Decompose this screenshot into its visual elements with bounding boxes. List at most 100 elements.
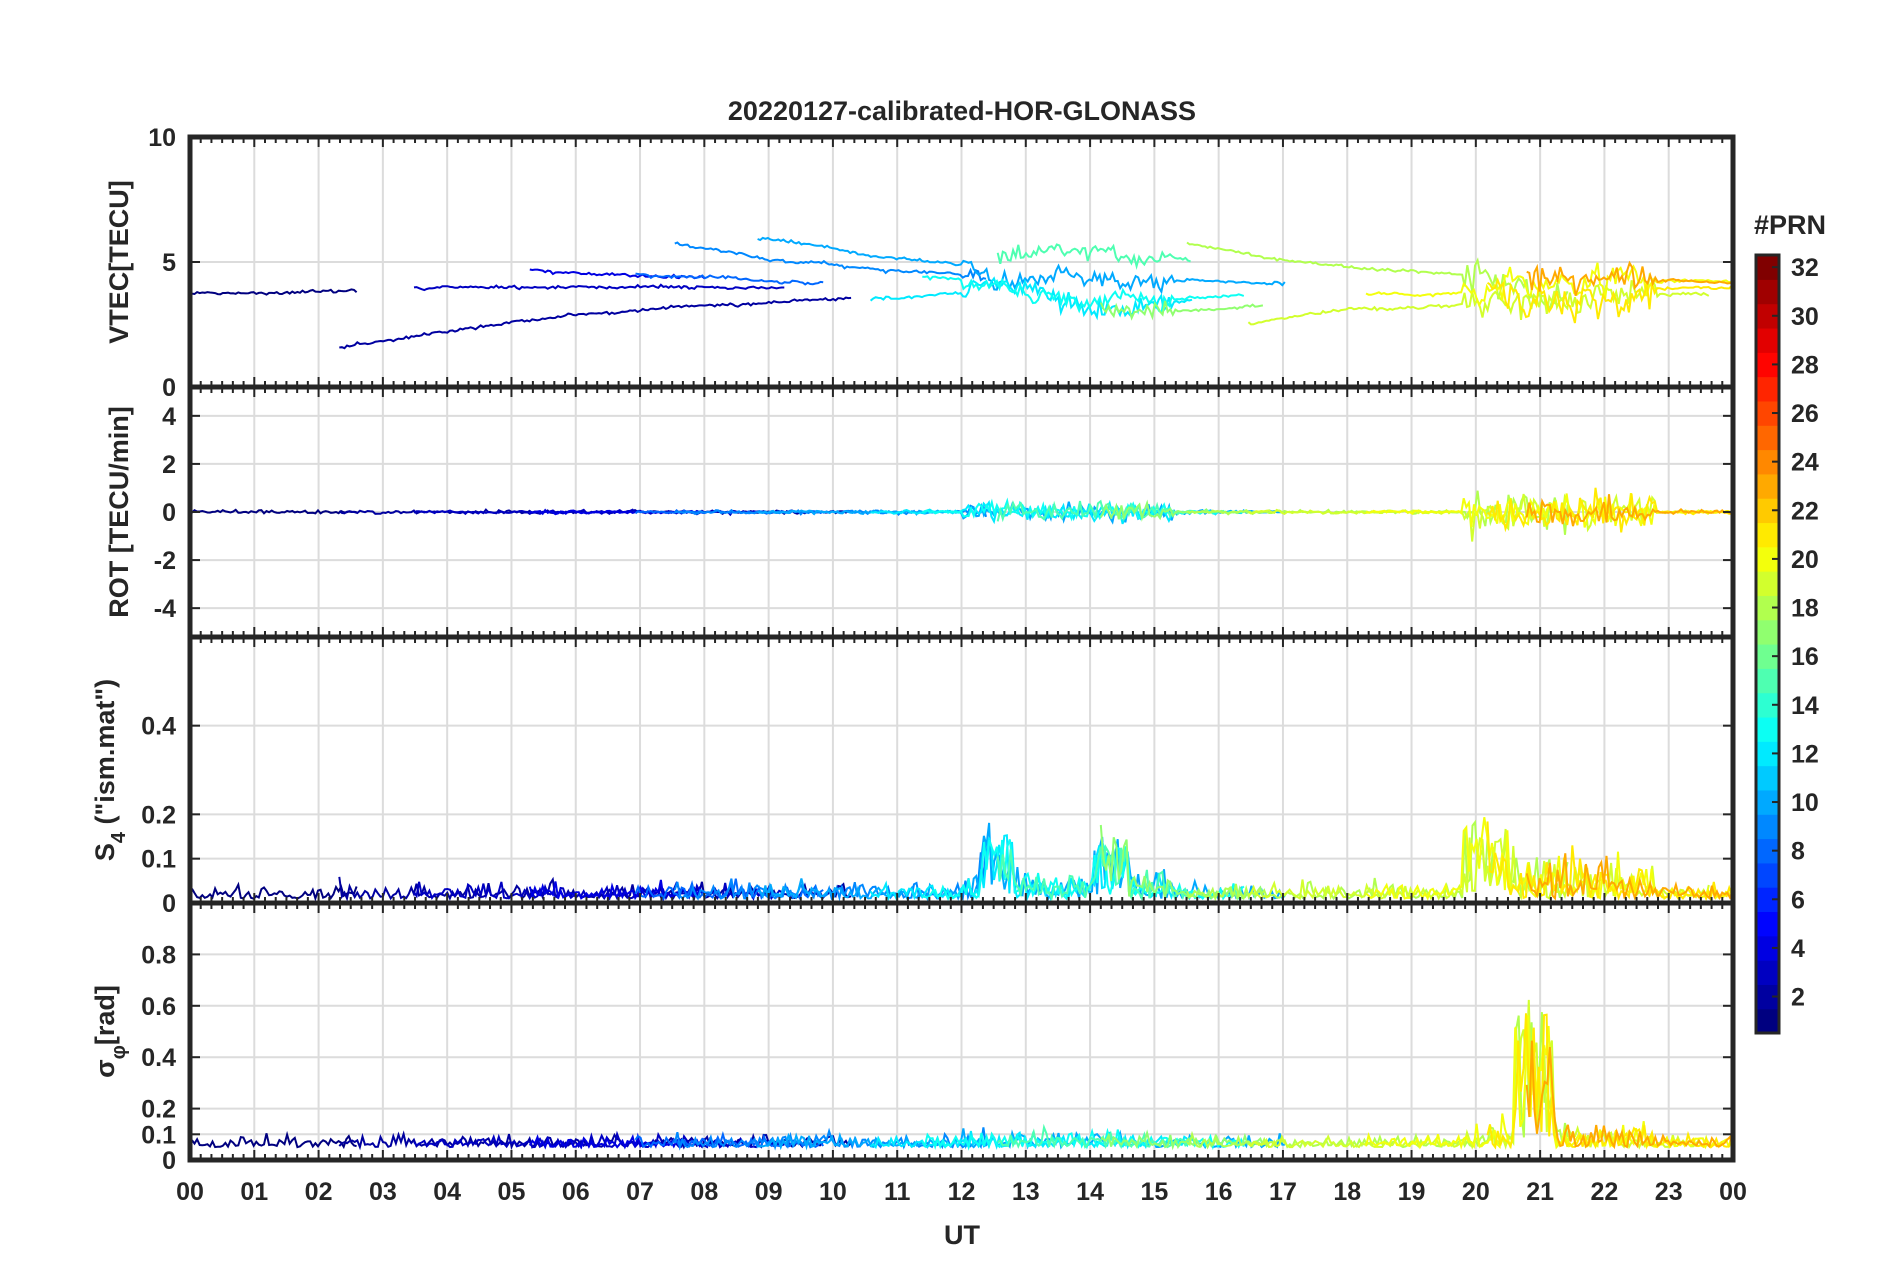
series-line-prn-4 — [528, 879, 706, 902]
y-axis-label: ROT [TECU/min] — [104, 406, 134, 617]
series-line-prn-23 — [1525, 494, 1733, 527]
y-tick-label: 0.1 — [141, 1121, 176, 1149]
y-tick-label: 0.1 — [141, 846, 176, 874]
colorbar-segment — [1756, 644, 1779, 669]
x-tick-label: 06 — [562, 1178, 590, 1206]
y-tick-label: 0.4 — [141, 713, 176, 741]
colorbar-segment — [1756, 935, 1779, 961]
colorbar-segment — [1756, 473, 1779, 499]
x-tick-label: 09 — [755, 1178, 783, 1206]
series-line-prn-13 — [922, 275, 1245, 315]
colorbar-title: #PRN — [1754, 210, 1826, 240]
y-axis-label: σφ[rad] — [90, 985, 130, 1078]
x-tick-label: 03 — [369, 1178, 397, 1206]
y-tick-label: 0.2 — [141, 801, 176, 829]
colorbar-segment — [1756, 546, 1779, 572]
y-tick-label: 0.2 — [141, 1096, 176, 1124]
colorbar-segment — [1756, 522, 1779, 548]
series-line-prn-17 — [1099, 300, 1264, 321]
colorbar-tick-label: 6 — [1791, 886, 1805, 914]
panel-rot: -4 -2 0 2 4 ROT [TECU/min] — [104, 384, 1736, 640]
colorbar-segment — [1756, 279, 1779, 305]
colorbar-segment — [1756, 400, 1779, 426]
series-line-prn-1 — [191, 288, 358, 296]
y-axis-label-sub: 4 — [108, 831, 130, 843]
y-axis-label-rest: [rad] — [90, 985, 120, 1045]
series-line-prn-21 — [1486, 277, 1733, 324]
x-tick-label: 08 — [690, 1178, 718, 1206]
y-axis-label-rest: ("ism.mat") — [90, 679, 120, 832]
x-tick-label: 00 — [176, 1178, 204, 1206]
colorbar-segment — [1756, 887, 1779, 913]
series-line-prn-10 — [757, 236, 1286, 295]
y-axis-label-main: S — [90, 843, 120, 861]
colorbar-tick-label: 26 — [1791, 400, 1819, 428]
series-line-prn-17 — [1099, 824, 1264, 901]
colorbar-segment — [1756, 668, 1779, 694]
y-tick-label: 0 — [162, 1147, 176, 1175]
series-line-prn-23 — [1526, 260, 1733, 297]
y-tick-label: -2 — [154, 547, 176, 575]
colorbar-tick-label: 12 — [1791, 740, 1819, 768]
colorbar-frame — [1754, 253, 1781, 1035]
panel-sigphi: 00.10.2 0.4 0.6 0.8 σφ[rad] — [90, 900, 1736, 1175]
x-tick-label: 00 — [1719, 1178, 1747, 1206]
colorbar-tick-label: 14 — [1791, 692, 1819, 720]
x-tick-label: 23 — [1655, 1178, 1683, 1206]
x-tick-label: 20 — [1462, 1178, 1490, 1206]
colorbar-segment — [1756, 1008, 1779, 1034]
colorbar-tick-label: 10 — [1791, 789, 1819, 817]
chart-title: 20220127-calibrated-HOR-GLONASS — [728, 96, 1196, 126]
series-line-prn-19 — [1247, 493, 1709, 542]
colorbar-segment — [1756, 765, 1779, 791]
colorbar-segment — [1756, 984, 1779, 1010]
series-line-prn-23 — [1525, 1040, 1733, 1150]
series-line-prn-15 — [997, 1123, 1192, 1150]
series-line-prn-2 — [339, 296, 852, 350]
series-line-prn-1 — [191, 881, 358, 902]
series-group — [191, 999, 1733, 1151]
colorbar-tick-label: 24 — [1791, 449, 1819, 477]
colorbar-segment — [1756, 716, 1779, 742]
y-tick-label: 0.8 — [141, 941, 176, 969]
colorbar-tick-label: 22 — [1791, 497, 1819, 525]
colorbar-tick-label: 18 — [1791, 595, 1819, 623]
colorbar-segment — [1756, 327, 1779, 353]
y-axis-label: VTEC[TECU] — [104, 180, 134, 344]
series-line-prn-15 — [996, 243, 1191, 270]
series-line-prn-9 — [674, 241, 987, 282]
colorbar-segment — [1756, 498, 1779, 524]
colorbar-segment — [1756, 425, 1779, 451]
x-tick-label: 13 — [1012, 1178, 1040, 1206]
x-tick-label: 07 — [626, 1178, 654, 1206]
y-tick-label: 2 — [162, 451, 176, 479]
y-axis-label: S4 ("ism.mat") — [90, 679, 130, 861]
x-tick-label: 11 — [884, 1178, 911, 1206]
y-tick-label: 0 — [162, 890, 176, 918]
colorbar-segment — [1756, 619, 1779, 645]
colorbar-tick-label: 2 — [1791, 984, 1805, 1012]
series-group — [191, 817, 1733, 903]
y-axis-label-sub: φ — [108, 1045, 130, 1059]
colorbar-segment — [1756, 303, 1779, 329]
x-tick-label: 17 — [1269, 1178, 1297, 1206]
colorbar-tick-label: 32 — [1791, 254, 1819, 282]
x-tick-label: 21 — [1526, 1178, 1554, 1206]
x-tick-label: 05 — [498, 1178, 526, 1206]
colorbar-segment — [1756, 352, 1779, 378]
colorbar-segment — [1756, 862, 1779, 888]
y-tick-label: 0.6 — [141, 993, 176, 1021]
x-tick-label: 18 — [1333, 1178, 1361, 1206]
panel-vtec: 0 5 10 VTEC[TECU] — [104, 124, 1736, 402]
colorbar-segment — [1756, 741, 1779, 767]
colorbar-segment — [1756, 911, 1779, 937]
colorbar-segment — [1756, 789, 1779, 815]
series-line-prn-8 — [635, 272, 824, 286]
y-tick-label: -4 — [154, 595, 176, 623]
x-tick-label: 22 — [1591, 1178, 1619, 1206]
panel-s4: 0 0.1 0.2 0.4 S4 ("ism.mat") — [90, 634, 1736, 918]
colorbar-tick-label: 4 — [1791, 935, 1805, 963]
